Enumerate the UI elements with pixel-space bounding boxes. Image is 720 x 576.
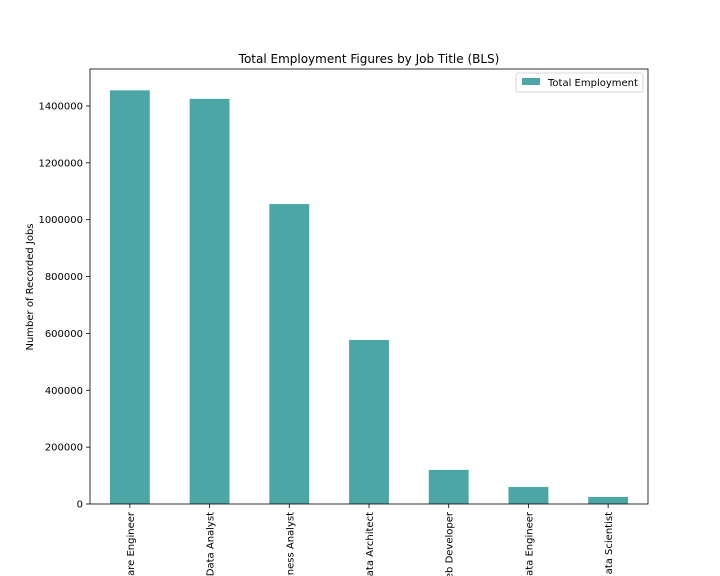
x-tick-label: ata Architect	[365, 512, 376, 576]
bar-software-engineer	[109, 90, 150, 504]
y-tick-label: 400000	[45, 386, 83, 397]
plot-frame	[89, 68, 649, 505]
x-tick-label: are Engineer	[126, 511, 137, 576]
x-tick-label: Data Analyst	[206, 512, 217, 576]
y-tick-label: 600000	[45, 329, 83, 340]
x-tick-label: ata Scientist	[604, 512, 615, 574]
bar-data-engineer	[508, 486, 549, 504]
legend-swatch	[522, 78, 540, 85]
x-tick-label: eb Developer	[445, 511, 456, 576]
bar-data-architect	[349, 339, 389, 504]
chart-title: Total Employment Figures by Job Title (B…	[238, 52, 500, 66]
bar-data-scientist	[588, 496, 629, 504]
y-tick-label: 1000000	[38, 215, 83, 226]
y-tick-label: 200000	[45, 443, 83, 454]
bars-group	[109, 90, 629, 505]
y-axis: 0 200000 400000 600000 800000 1000000 1200000 1…	[38, 101, 90, 511]
y-tick-label: 1400000	[38, 101, 83, 112]
bar-web-developer	[428, 469, 469, 504]
legend: Total Employment	[515, 72, 644, 93]
y-tick-label: 0	[77, 500, 83, 511]
y-tick-label: 800000	[45, 272, 83, 283]
bar-business-analyst	[269, 204, 310, 505]
x-tick-label: ata Engineer	[524, 511, 535, 576]
y-tick-label: 1200000	[38, 158, 83, 169]
x-tick-label: ness Analyst	[285, 512, 296, 575]
y-axis-label: Number of Recorded Jobs	[25, 223, 36, 350]
bar-data-analyst	[189, 98, 230, 505]
x-axis: are Engineer Data Analyst ness Analyst ata …	[126, 504, 615, 576]
legend-label: Total Employment	[547, 78, 638, 89]
legend-box	[515, 72, 644, 93]
